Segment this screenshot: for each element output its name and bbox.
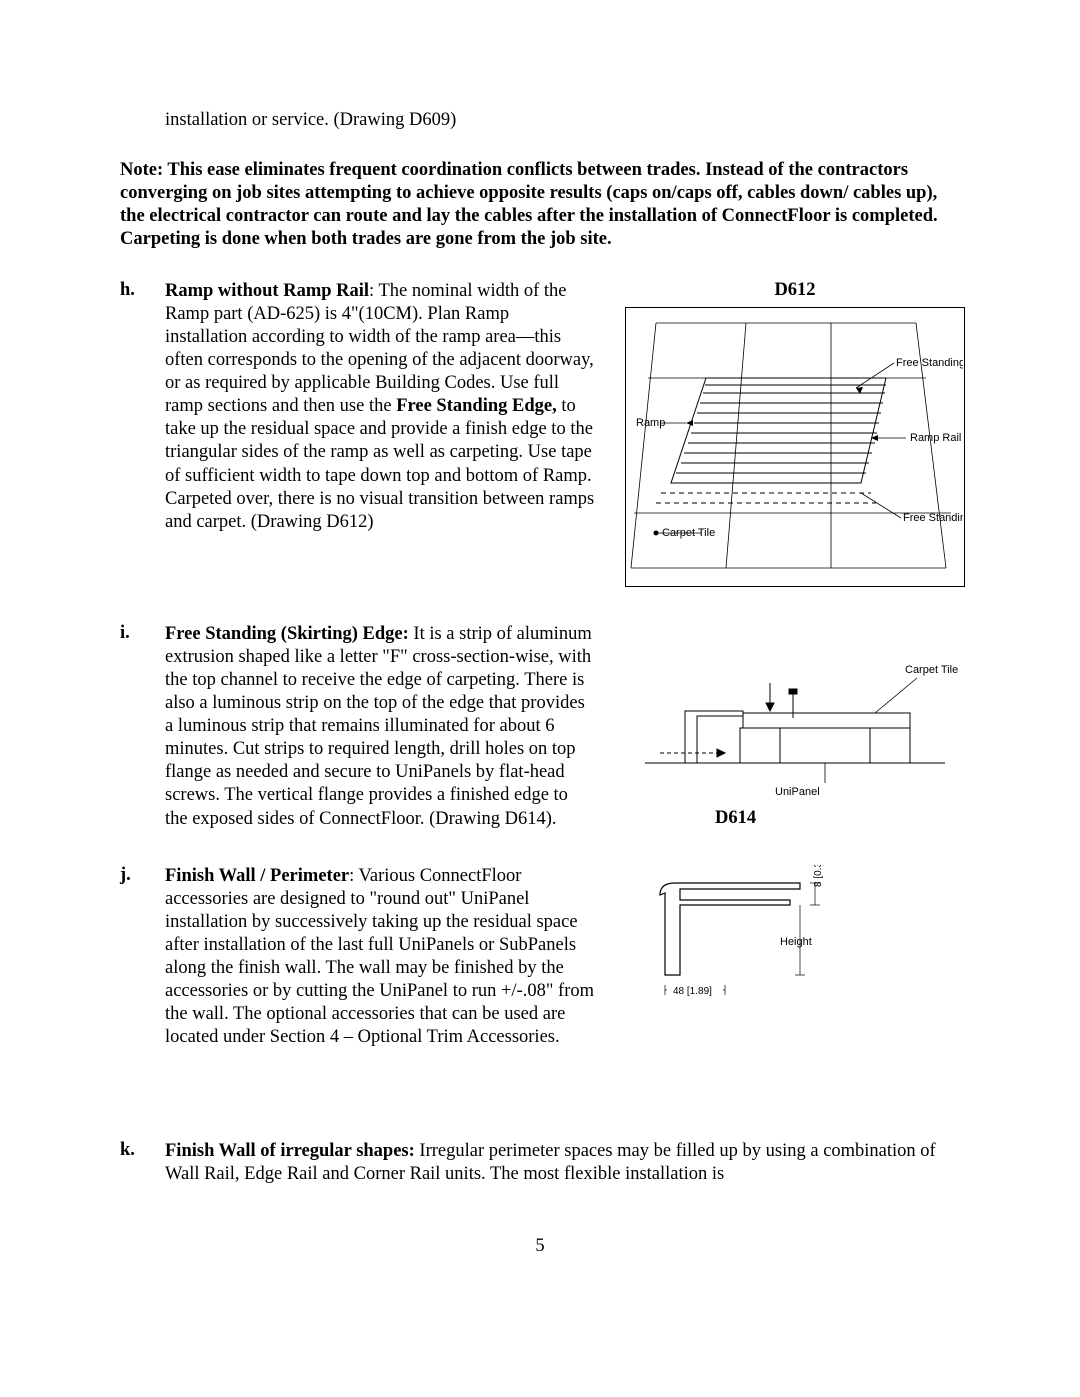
- item-h-letter: h.: [120, 280, 165, 301]
- item-h-text: Ramp without Ramp Rail: The nominal widt…: [165, 280, 595, 534]
- d612-label-ramp: Ramp: [636, 417, 665, 429]
- figure-d612-col: D612: [595, 280, 965, 593]
- item-i-text: Free Standing (Skirting) Edge: It is a s…: [165, 623, 595, 831]
- item-i-rest: It is a strip of aluminum extrusion shap…: [165, 624, 592, 829]
- item-k-lead: Finish Wall of irregular shapes:: [165, 1141, 415, 1161]
- item-i-row: i. Free Standing (Skirting) Edge: It is …: [120, 623, 960, 835]
- profile-label-carpet: Carpet Tile: [905, 664, 958, 676]
- item-i-lead: Free Standing (Skirting) Edge:: [165, 624, 409, 644]
- item-j-letter: j.: [120, 865, 165, 886]
- d612-label-fs-bot: Free Standing: [903, 512, 963, 524]
- item-k-letter: k.: [120, 1140, 165, 1161]
- item-k-row: k. Finish Wall of irregular shapes: Irre…: [120, 1140, 960, 1186]
- d614-svg: 8 [0.31] Height 48 [1.89]: [625, 865, 885, 1025]
- item-k-text: Finish Wall of irregular shapes: Irregul…: [165, 1140, 955, 1186]
- d614-height: Height: [780, 936, 812, 948]
- d612-label-fs-top: Free Standing: [896, 357, 963, 369]
- item-j-rest: : Various ConnectFloor accessories are d…: [165, 866, 594, 1048]
- item-j-lead: Finish Wall / Perimeter: [165, 866, 349, 886]
- profile-svg: Carpet Tile UniPanel: [625, 623, 965, 798]
- d614-dim: 48 [1.89]: [673, 986, 712, 997]
- figure-d614-col: 8 [0.31] Height 48 [1.89]: [595, 865, 960, 1025]
- d614-dim2: 8 [0.31]: [813, 865, 824, 887]
- page: installation or service. (Drawing D609) …: [0, 0, 1080, 1317]
- d612-label-carpet: Carpet Tile: [662, 527, 715, 539]
- item-i-letter: i.: [120, 623, 165, 644]
- d612-label-ramprail: Ramp Rail: [910, 432, 961, 444]
- page-number: 5: [120, 1236, 960, 1257]
- figure-d612: Free Standing Ramp Rail Free Standing Ra…: [625, 307, 965, 587]
- item-h-rest2: to take up the residual space and provid…: [165, 396, 594, 532]
- item-h-lead: Ramp without Ramp Rail: [165, 281, 369, 301]
- continuation-line: installation or service. (Drawing D609): [165, 110, 960, 131]
- profile-label-unipanel: UniPanel: [775, 786, 820, 798]
- item-j-text: Finish Wall / Perimeter: Various Connect…: [165, 865, 595, 1050]
- figure-d612-title: D612: [625, 280, 965, 301]
- item-h-row: h. Ramp without Ramp Rail: The nominal w…: [120, 280, 960, 593]
- figure-i-col: Carpet Tile UniPanel D614: [595, 623, 965, 835]
- figure-d614-title: D614: [715, 808, 965, 829]
- d612-svg: Free Standing Ramp Rail Free Standing Ra…: [626, 308, 963, 585]
- item-h-bold2: Free Standing Edge,: [396, 396, 557, 416]
- note-paragraph: Note: This ease eliminates frequent coor…: [120, 159, 960, 252]
- item-j-row: j. Finish Wall / Perimeter: Various Conn…: [120, 865, 960, 1050]
